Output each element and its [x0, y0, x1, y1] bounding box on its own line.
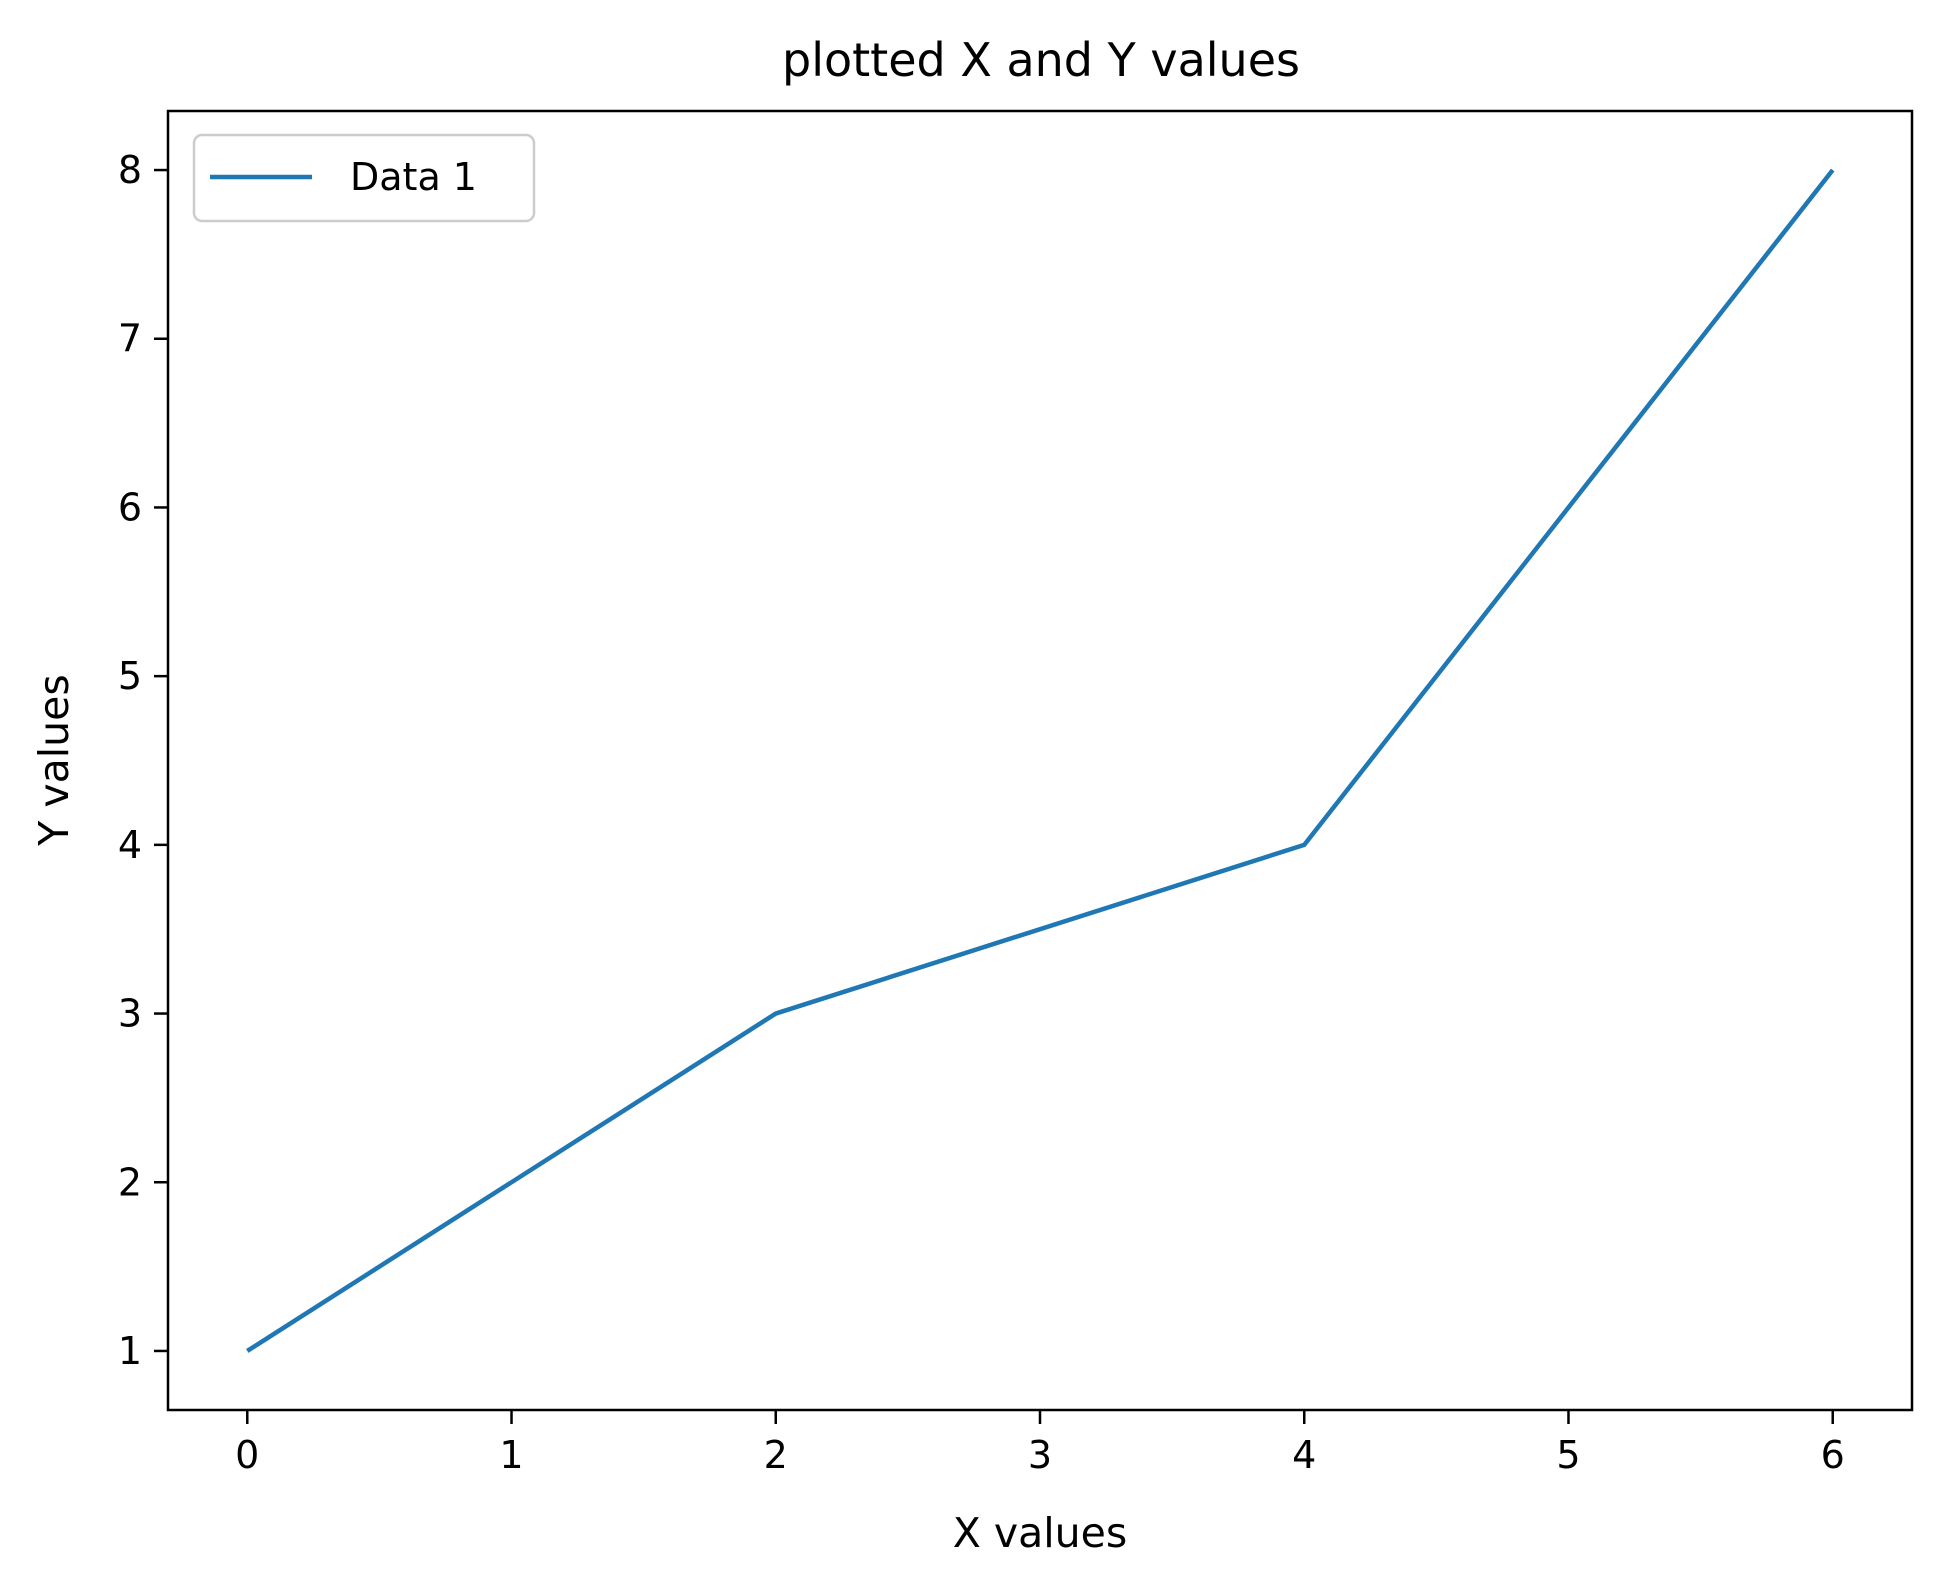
x-tick-label: 6 — [1821, 1433, 1845, 1477]
series-layer — [246, 168, 1835, 1353]
x-tick-label: 3 — [1028, 1433, 1052, 1477]
y-tick-label: 2 — [118, 1160, 142, 1204]
y-tick-label: 4 — [118, 823, 142, 867]
y-axis-label: Y values — [30, 674, 78, 846]
plot-frame — [166, 109, 1914, 1412]
y-tick-label: 8 — [118, 148, 142, 192]
legend-box — [192, 133, 536, 223]
x-tick-label: 4 — [1292, 1433, 1316, 1477]
x-tick-label: 5 — [1556, 1433, 1580, 1477]
x-tick-label: 0 — [235, 1433, 259, 1477]
y-tick-label: 3 — [118, 992, 142, 1036]
y-axis-ticks: 1 2 3 4 5 6 7 8 — [118, 148, 168, 1373]
legend: Data 1 — [192, 133, 536, 223]
y-tick-label: 7 — [118, 317, 142, 361]
x-tick-label: 2 — [764, 1433, 788, 1477]
y-tick-label: 6 — [118, 485, 142, 529]
x-tick-label: 1 — [499, 1433, 523, 1477]
series-line-1 — [246, 168, 1835, 1353]
x-axis-ticks: 0 1 2 3 4 5 6 — [235, 1410, 1845, 1477]
legend-label-data-1: Data 1 — [350, 155, 477, 199]
x-axis-label: X values — [953, 1509, 1127, 1557]
chart-title: plotted X and Y values — [782, 33, 1300, 87]
y-tick-label: 1 — [118, 1329, 142, 1373]
y-tick-label: 5 — [118, 654, 142, 698]
